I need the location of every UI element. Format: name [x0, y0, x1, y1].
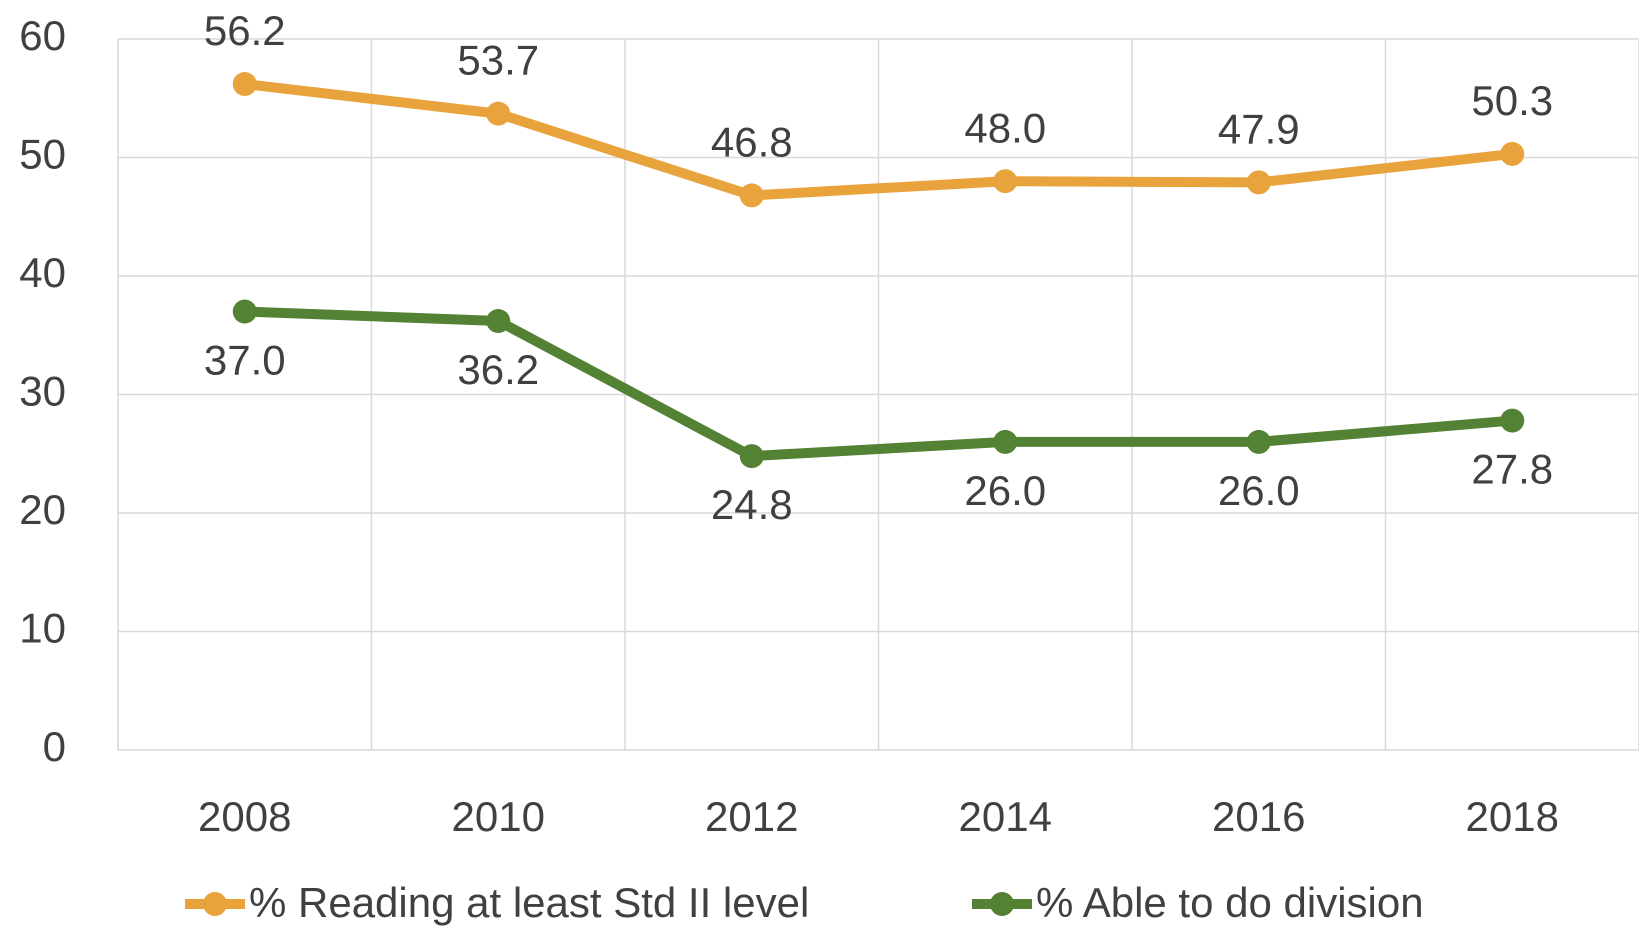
- series-line: [244, 79, 1513, 201]
- data-label: 26.0: [1218, 467, 1300, 514]
- data-label: 47.9: [1218, 105, 1300, 152]
- data-label: 26.0: [964, 467, 1046, 514]
- data-label: 46.8: [711, 119, 793, 166]
- x-tick-label: 2014: [959, 793, 1052, 840]
- data-point: [1500, 408, 1525, 433]
- data-label: 36.2: [457, 346, 539, 393]
- data-point: [486, 309, 511, 334]
- x-tick-label: 2016: [1212, 793, 1305, 840]
- y-tick-label: 50: [19, 131, 66, 178]
- y-tick-label: 60: [19, 12, 66, 59]
- data-point: [1246, 170, 1271, 195]
- legend-label: % Reading at least Std II level: [249, 879, 809, 926]
- data-label: 50.3: [1471, 77, 1553, 124]
- x-tick-label: 2012: [705, 793, 798, 840]
- x-tick-label: 2010: [452, 793, 545, 840]
- data-point: [1500, 141, 1525, 166]
- y-tick-label: 0: [43, 723, 66, 770]
- data-point: [232, 299, 257, 324]
- y-tick-label: 30: [19, 368, 66, 415]
- data-point: [1246, 429, 1271, 454]
- data-label: 53.7: [457, 37, 539, 84]
- legend-label: % Able to do division: [1036, 879, 1424, 926]
- legend-marker: [203, 892, 227, 916]
- data-label: 27.8: [1471, 446, 1553, 493]
- data-point: [993, 429, 1018, 454]
- data-label: 37.0: [204, 337, 286, 384]
- series-line: [244, 306, 1513, 462]
- data-label: 56.2: [204, 7, 286, 54]
- data-label: 24.8: [711, 481, 793, 528]
- y-tick-label: 20: [19, 486, 66, 533]
- data-label: 48.0: [964, 104, 1046, 151]
- x-tick-label: 2018: [1466, 793, 1559, 840]
- x-tick-label: 2008: [198, 793, 291, 840]
- data-point: [993, 169, 1018, 194]
- y-tick-label: 10: [19, 605, 66, 652]
- data-point: [232, 72, 257, 97]
- data-point: [486, 101, 511, 126]
- y-tick-label: 40: [19, 249, 66, 296]
- data-point: [739, 183, 764, 208]
- data-point: [739, 444, 764, 469]
- legend-marker: [990, 892, 1014, 916]
